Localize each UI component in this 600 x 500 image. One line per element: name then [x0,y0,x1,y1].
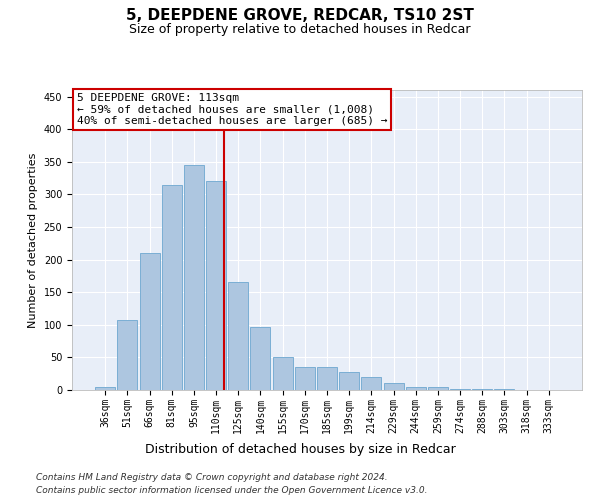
Bar [206,182,226,390]
Bar [250,326,271,390]
Text: Distribution of detached houses by size in Redcar: Distribution of detached houses by size … [145,442,455,456]
Y-axis label: Number of detached properties: Number of detached properties [28,152,38,328]
Bar [450,388,470,390]
Bar [383,384,404,390]
Text: Size of property relative to detached houses in Redcar: Size of property relative to detached ho… [129,22,471,36]
Text: Contains public sector information licensed under the Open Government Licence v3: Contains public sector information licen… [36,486,427,495]
Bar [339,372,359,390]
Bar [428,388,448,390]
Bar [272,358,293,390]
Bar [317,367,337,390]
Text: Contains HM Land Registry data © Crown copyright and database right 2024.: Contains HM Land Registry data © Crown c… [36,472,388,482]
Bar [361,377,382,390]
Bar [228,282,248,390]
Bar [140,253,160,390]
Bar [406,386,426,390]
Bar [95,386,115,390]
Bar [184,165,204,390]
Bar [118,320,137,390]
Bar [162,184,182,390]
Text: 5, DEEPDENE GROVE, REDCAR, TS10 2ST: 5, DEEPDENE GROVE, REDCAR, TS10 2ST [126,8,474,22]
Text: 5 DEEPDENE GROVE: 113sqm
← 59% of detached houses are smaller (1,008)
40% of sem: 5 DEEPDENE GROVE: 113sqm ← 59% of detach… [77,93,388,126]
Bar [295,367,315,390]
